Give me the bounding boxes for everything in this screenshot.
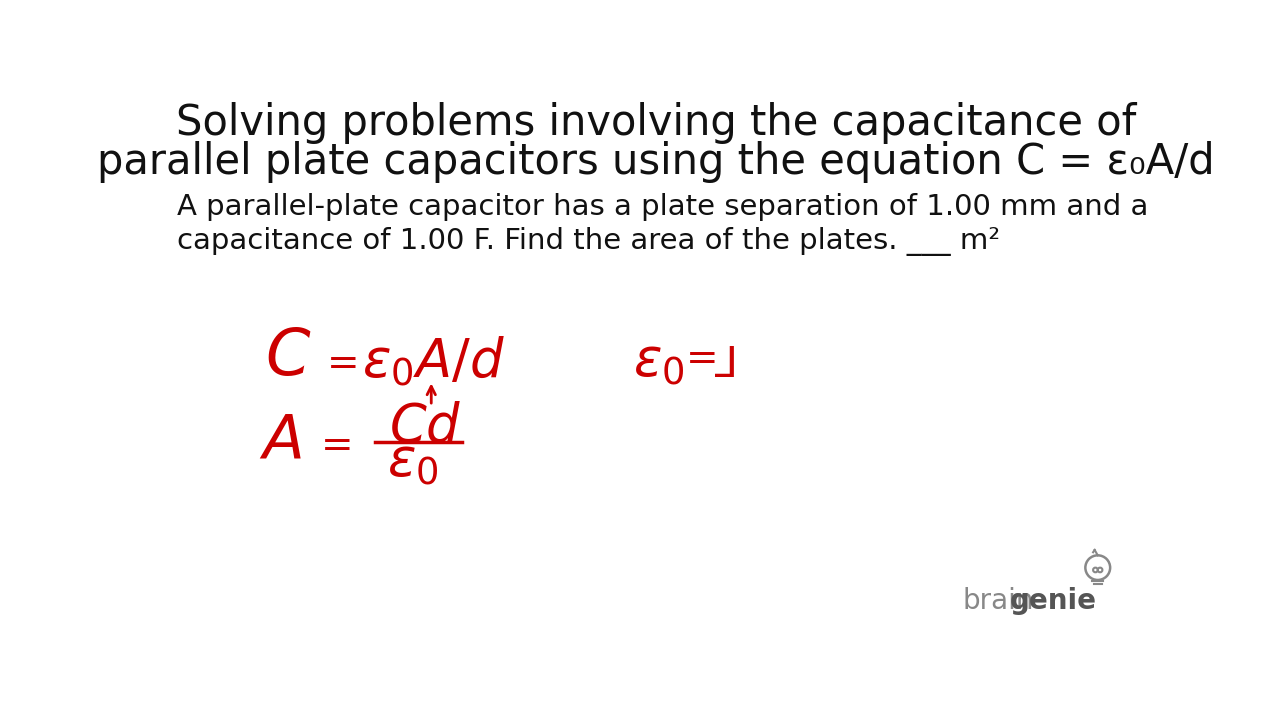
Text: $\mathit{A}$: $\mathit{A}$ bbox=[259, 411, 302, 470]
Text: $\mathit{\Gamma}$: $\mathit{\Gamma}$ bbox=[714, 335, 739, 377]
Text: $\mathit{\epsilon_0}$: $\mathit{\epsilon_0}$ bbox=[387, 436, 439, 488]
Text: $\mathit{\epsilon_0}$: $\mathit{\epsilon_0}$ bbox=[632, 336, 685, 388]
Text: brain: brain bbox=[963, 587, 1034, 615]
Text: genie: genie bbox=[1010, 587, 1097, 615]
Text: capacitance of 1.00 F. Find the area of the plates. ___ m²: capacitance of 1.00 F. Find the area of … bbox=[177, 228, 1000, 256]
Text: parallel plate capacitors using the equation C = ε₀A/d: parallel plate capacitors using the equa… bbox=[97, 141, 1215, 183]
Text: A parallel-plate capacitor has a plate separation of 1.00 mm and a: A parallel-plate capacitor has a plate s… bbox=[177, 192, 1148, 220]
Text: $=$: $=$ bbox=[677, 338, 716, 377]
Text: $\mathit{\epsilon_0 A/d}$: $\mathit{\epsilon_0 A/d}$ bbox=[361, 335, 504, 389]
Text: Solving problems involving the capacitance of: Solving problems involving the capacitan… bbox=[175, 102, 1137, 144]
Text: $\mathit{Cd}$: $\mathit{Cd}$ bbox=[389, 401, 461, 453]
Text: $=$: $=$ bbox=[312, 426, 351, 464]
Text: $=$: $=$ bbox=[319, 343, 357, 381]
Text: $\mathit{C}$: $\mathit{C}$ bbox=[265, 326, 311, 388]
